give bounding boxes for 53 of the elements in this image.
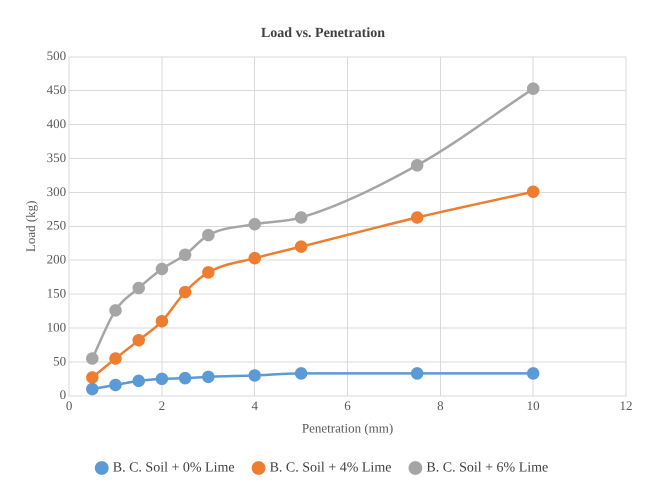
point bbox=[178, 248, 192, 262]
point bbox=[526, 185, 540, 198]
legend-label: B. C. Soil + 4% Lime bbox=[270, 460, 392, 476]
point bbox=[109, 304, 122, 317]
point bbox=[86, 382, 99, 396]
x-tick-label: 12 bbox=[620, 398, 632, 414]
x-tick-label: 6 bbox=[344, 398, 352, 414]
y-tick-label: 400 bbox=[46, 116, 66, 132]
point bbox=[156, 262, 168, 276]
point bbox=[202, 228, 215, 242]
point bbox=[202, 370, 215, 384]
y-tick-label: 50 bbox=[53, 353, 66, 368]
point bbox=[410, 159, 424, 172]
point bbox=[156, 314, 168, 328]
y-tick-label: 500 bbox=[46, 48, 66, 64]
point bbox=[86, 352, 99, 365]
x-tick-label: 4 bbox=[251, 398, 258, 414]
point bbox=[526, 82, 540, 95]
y-tick-label: 250 bbox=[46, 218, 66, 233]
point bbox=[109, 352, 122, 365]
point bbox=[248, 369, 261, 382]
point bbox=[410, 211, 424, 224]
point bbox=[132, 282, 145, 294]
y-tick-label: 300 bbox=[46, 184, 66, 199]
y-tick-label: 450 bbox=[46, 82, 66, 98]
y-axis-title: Load (kg) bbox=[23, 200, 38, 252]
point bbox=[178, 372, 192, 384]
y-tick-label: 0 bbox=[60, 387, 66, 402]
point bbox=[294, 240, 308, 253]
point bbox=[248, 218, 261, 231]
point bbox=[294, 211, 308, 224]
point bbox=[294, 367, 308, 380]
x-tick-label: 10 bbox=[526, 398, 540, 414]
x-tick-label: 2 bbox=[158, 398, 166, 414]
y-tick-label: 200 bbox=[46, 252, 66, 267]
legend-label: B. C. Soil + 6% Lime bbox=[426, 460, 548, 476]
y-tick-label: 100 bbox=[46, 319, 66, 334]
x-tick-label: 8 bbox=[437, 398, 444, 414]
legend-label: B. C. Soil + 0% Lime bbox=[112, 460, 235, 476]
point bbox=[109, 378, 122, 392]
point bbox=[156, 372, 168, 386]
chart-title: Load vs. Penetration bbox=[260, 26, 386, 42]
point bbox=[248, 252, 261, 264]
point bbox=[410, 367, 424, 380]
point bbox=[526, 367, 540, 380]
point bbox=[178, 286, 192, 298]
x-axis-title: Penetration (mm) bbox=[302, 420, 394, 436]
point bbox=[86, 371, 99, 384]
point bbox=[132, 334, 145, 346]
point bbox=[132, 374, 145, 388]
y-tick-label: 350 bbox=[46, 150, 66, 165]
y-tick-label: 150 bbox=[46, 286, 66, 301]
point bbox=[202, 266, 215, 279]
